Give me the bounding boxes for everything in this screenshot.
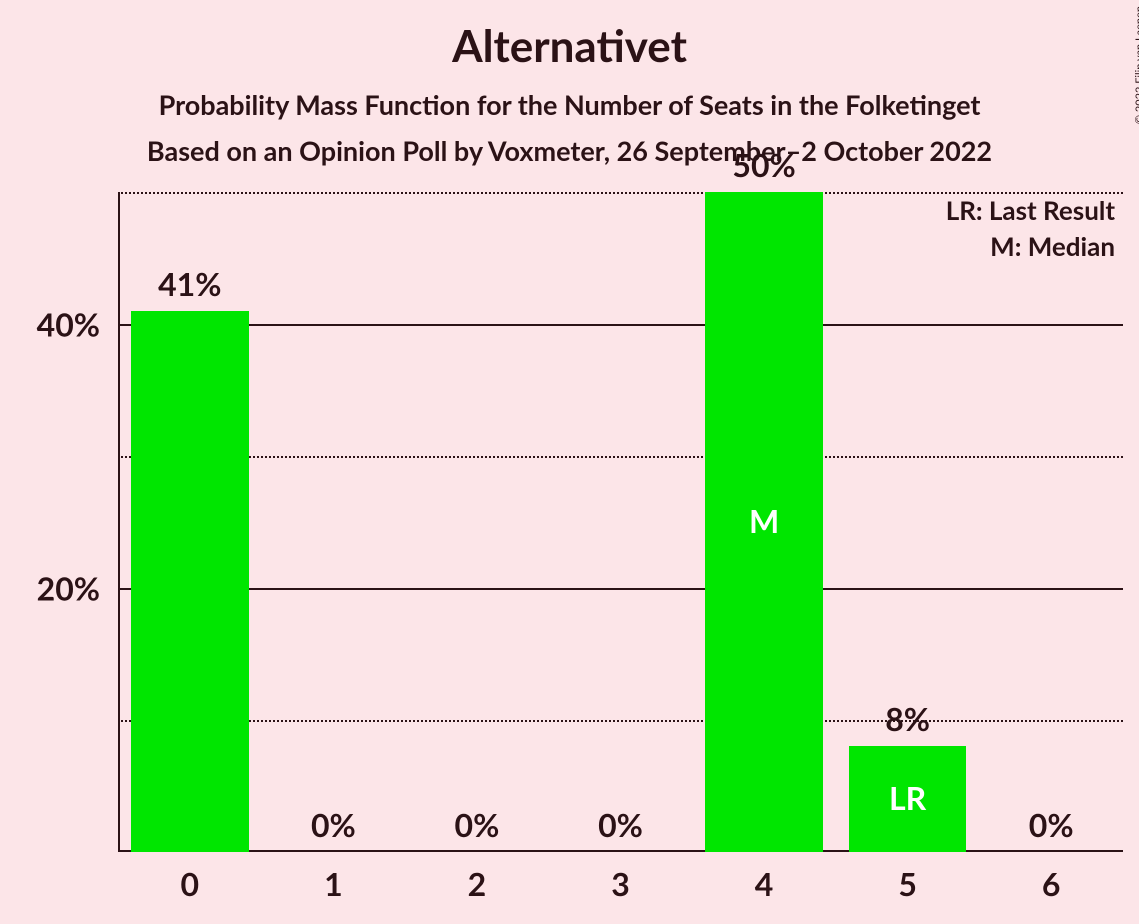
xtick-label: 3 (611, 864, 630, 903)
xtick-label: 5 (898, 864, 917, 903)
gridline-minor (118, 720, 1123, 722)
bar-value-label: 50% (732, 145, 795, 184)
xtick-label: 0 (181, 864, 200, 903)
xtick-label: 1 (324, 864, 343, 903)
ytick-label: 20% (37, 569, 100, 608)
bar-value-label: 41% (158, 264, 221, 303)
legend-item: LR: Last Result (946, 194, 1115, 226)
ytick-label: 40% (37, 305, 100, 344)
chart-container: Alternativet Probability Mass Function f… (0, 0, 1139, 924)
bar-value-label: 0% (311, 805, 356, 844)
gridline-minor (118, 456, 1123, 458)
bar-value-label: 0% (455, 805, 500, 844)
y-axis-line (118, 192, 120, 852)
chart-title: Alternativet (0, 20, 1139, 72)
xtick-label: 2 (468, 864, 487, 903)
x-axis-line (118, 850, 1123, 852)
chart-subtitle-2: Based on an Opinion Poll by Voxmeter, 26… (0, 134, 1139, 167)
xtick-label: 6 (1042, 864, 1061, 903)
bar (131, 311, 249, 852)
gridline-major (118, 324, 1123, 326)
bar-inner-label: M (749, 501, 779, 540)
bar-value-label: 8% (885, 699, 930, 738)
plot-area: 20%40%41%00%10%20%350%48%50%6MLRLR: Last… (118, 192, 1123, 852)
xtick-label: 4 (755, 864, 774, 903)
chart-subtitle-1: Probability Mass Function for the Number… (0, 88, 1139, 121)
legend-item: M: Median (990, 230, 1115, 262)
bar-value-label: 0% (1029, 805, 1074, 844)
bar-value-label: 0% (598, 805, 643, 844)
bar-inner-label: LR (889, 778, 926, 817)
gridline-major (118, 588, 1123, 590)
copyright-text: © 2022 Filip van Laenen (1133, 6, 1139, 124)
